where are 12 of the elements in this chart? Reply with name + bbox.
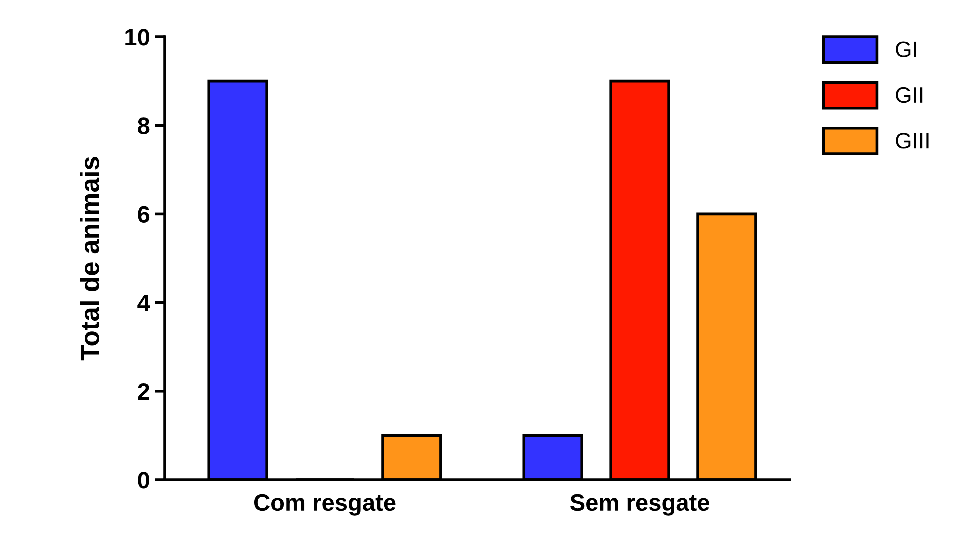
legend-label: GII: [896, 87, 923, 104]
y-tick-label: 0: [138, 472, 150, 489]
legend-label: GI: [896, 42, 916, 58]
y-tick-label: 6: [138, 206, 150, 223]
legend-label: GIII: [896, 133, 929, 149]
y-tick-label: 2: [138, 383, 150, 400]
y-tick-label: 8: [138, 118, 150, 134]
y-tick-label: 10: [126, 29, 150, 46]
x-tick-label: Sem resgate: [570, 494, 710, 516]
y-tick-label: 4: [138, 295, 150, 312]
x-tick-label: Com resgate: [254, 494, 396, 516]
y-axis-title: Total de animais: [80, 157, 100, 361]
